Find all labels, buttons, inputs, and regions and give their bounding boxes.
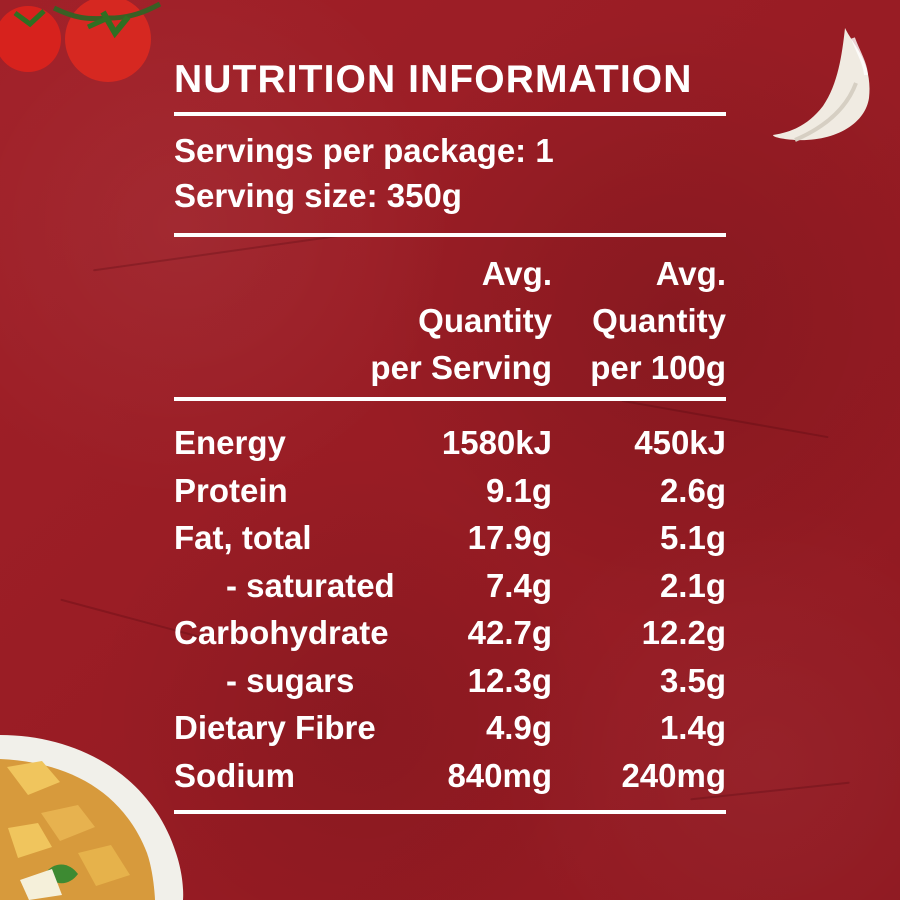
header-per-100g: Avg. Quantity per 100g (569, 250, 726, 391)
header-line: per Serving (370, 349, 552, 386)
table-header: Avg. Quantity per Serving Avg. Quantity … (174, 250, 726, 390)
nutrient-name: - sugars (226, 661, 355, 699)
header-line: Quantity (592, 302, 726, 339)
header-line: Avg. (481, 255, 552, 292)
nutrient-name: Energy (174, 424, 286, 461)
table-bottom-rule (174, 810, 726, 814)
per-serving-value: 17.9g (467, 519, 552, 556)
table-row: Fat, total 17.9g 5.1g (174, 514, 726, 562)
table-row: Carbohydrate 42.7g 12.2g (174, 609, 726, 657)
title-divider (174, 112, 726, 116)
per-100g-value: 450kJ (634, 424, 726, 461)
garlic-icon (773, 28, 870, 142)
per-serving-value: 12.3g (467, 661, 552, 699)
table-row: Protein 9.1g 2.6g (174, 467, 726, 515)
nutrition-panel: NUTRITION INFORMATION Servings per packa… (174, 54, 726, 834)
nutrient-name: - saturated (226, 566, 395, 604)
per-serving-value: 42.7g (467, 614, 552, 651)
serving-info: Servings per package: 1 Serving size: 35… (174, 128, 726, 218)
nutrient-name: Dietary Fibre (174, 709, 376, 746)
table-row: Sodium 840mg 240mg (174, 752, 726, 800)
table-row: - sugars 12.3g 3.5g (174, 657, 726, 705)
per-100g-value: 3.5g (659, 661, 726, 699)
per-serving-value: 840mg (447, 756, 552, 794)
nutrient-name: Protein (174, 471, 288, 509)
table-row: Energy 1580kJ 450kJ (174, 419, 726, 467)
per-100g-value: 5.1g (659, 519, 726, 556)
pasta-bowl-icon (0, 735, 184, 900)
panel-title: NUTRITION INFORMATION (174, 58, 693, 101)
table-row: - saturated 7.4g 2.1g (174, 562, 726, 610)
nutrition-table: Energy 1580kJ 450kJ Protein 9.1g 2.6g Fa… (174, 419, 726, 799)
per-100g-value: 240mg (621, 756, 726, 794)
header-per-serving: Avg. Quantity per Serving (344, 250, 552, 391)
serving-divider (174, 233, 726, 237)
per-100g-value: 2.6g (659, 471, 726, 509)
nutrient-name: Fat, total (174, 519, 312, 556)
per-100g-value: 1.4g (659, 709, 726, 746)
per-serving-value: 7.4g (485, 566, 552, 604)
header-line: per 100g (590, 349, 726, 386)
per-serving-value: 4.9g (485, 709, 552, 746)
tomato-icon (0, 0, 162, 82)
serving-size: Serving size: 350g (174, 177, 462, 214)
header-line: Quantity (418, 302, 552, 339)
servings-per-package: Servings per package: 1 (174, 132, 554, 169)
per-serving-value: 1580kJ (441, 424, 552, 461)
per-100g-value: 2.1g (659, 566, 726, 604)
table-row: Dietary Fibre 4.9g 1.4g (174, 704, 726, 752)
header-line: Avg. (655, 255, 726, 292)
header-divider (174, 397, 726, 401)
per-100g-value: 12.2g (641, 614, 726, 651)
nutrient-name: Sodium (174, 756, 295, 794)
nutrient-name: Carbohydrate (174, 614, 389, 651)
per-serving-value: 9.1g (485, 471, 552, 509)
